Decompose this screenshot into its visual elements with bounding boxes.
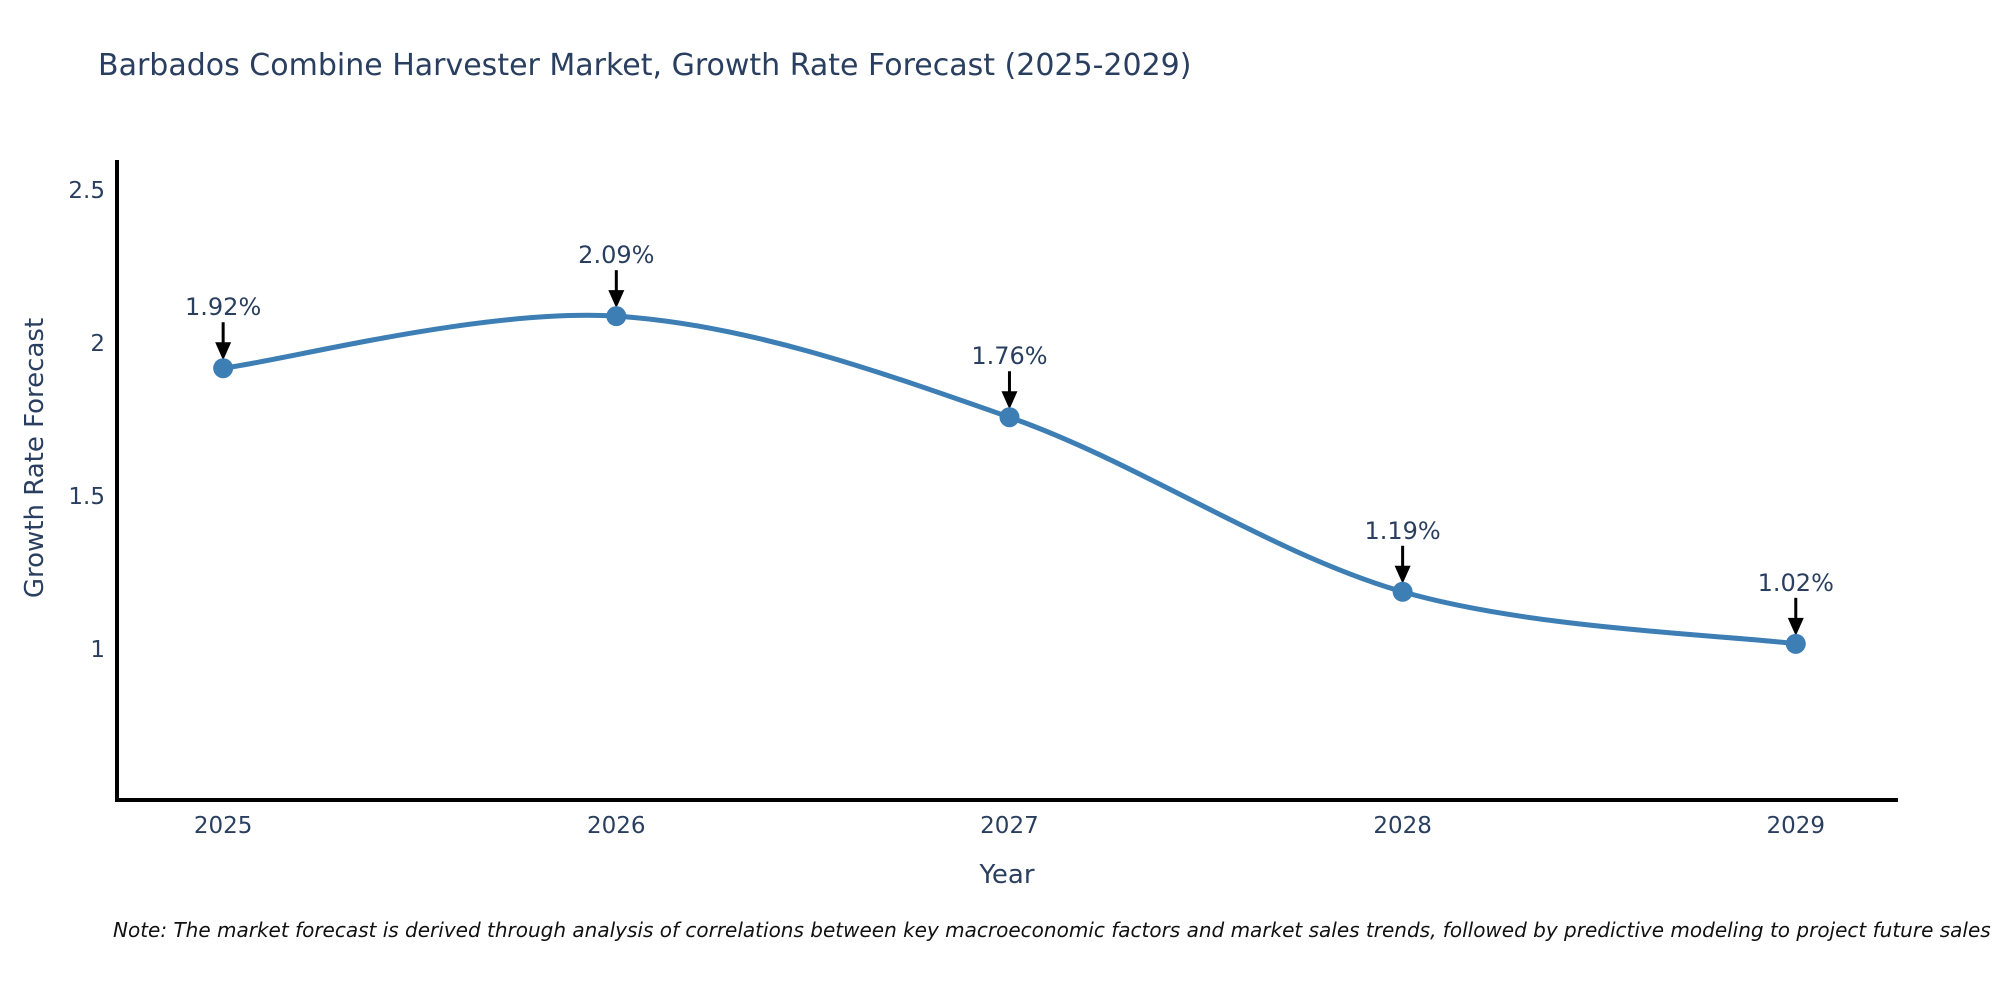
annotation-arrow-head [608, 290, 625, 309]
chart-title: Barbados Combine Harvester Market, Growt… [98, 48, 1192, 83]
y-tick-label: 1.5 [68, 483, 105, 510]
axis-lines [115, 160, 1898, 802]
footnote: Note: The market forecast is derived thr… [113, 918, 1991, 942]
point-value-label: 1.76% [971, 342, 1048, 371]
annotation-arrow-head [215, 342, 232, 361]
data-point-marker [999, 407, 1020, 428]
annotation-arrow-head [1001, 391, 1018, 410]
annotation-arrow-head [1394, 565, 1411, 584]
x-tick-label: 2028 [1373, 813, 1432, 839]
x-tick-label: 2029 [1766, 813, 1826, 839]
y-tick-label: 2.5 [68, 177, 105, 204]
data-point-marker [1785, 633, 1806, 654]
data-point-marker [606, 306, 627, 327]
data-point-marker [1392, 581, 1413, 602]
annotation-arrow-head [1787, 617, 1804, 636]
x-tick-label: 2026 [587, 813, 646, 839]
point-value-label: 1.19% [1364, 516, 1441, 545]
y-tick-label: 1 [90, 636, 105, 663]
point-value-label: 2.09% [578, 241, 655, 270]
point-value-label: 1.02% [1757, 568, 1834, 597]
x-axis-title: Year [979, 860, 1035, 890]
point-value-label: 1.92% [185, 293, 262, 322]
y-tick-label: 2 [90, 330, 105, 357]
x-tick-label: 2025 [193, 813, 253, 839]
data-point-marker [213, 358, 234, 379]
x-tick-label: 2027 [980, 813, 1039, 839]
